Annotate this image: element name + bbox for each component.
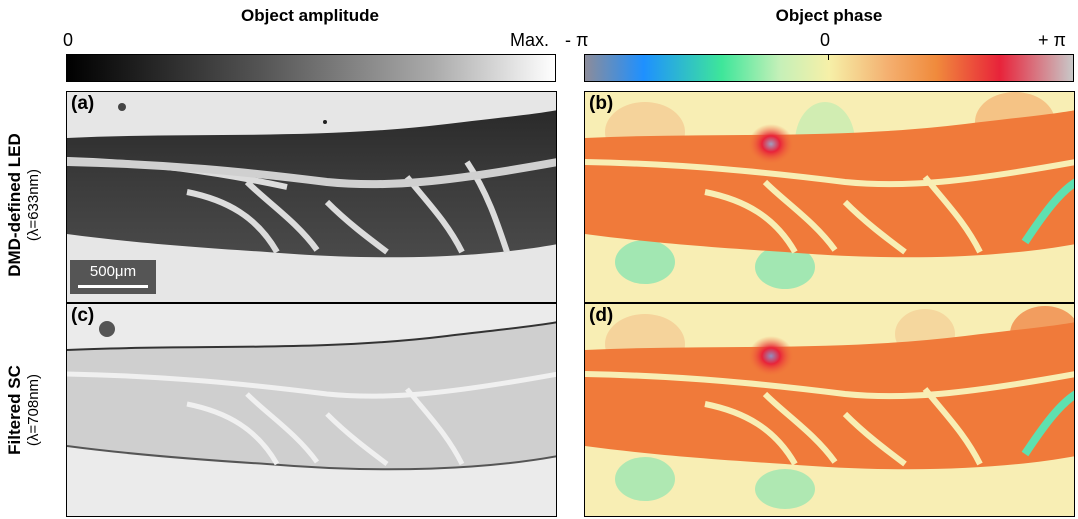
panel-d-image xyxy=(585,304,1074,516)
row-label-filtered-sc-wavelength: (λ=708nm) xyxy=(25,373,42,447)
phase-tick-mid: 0 xyxy=(820,30,831,50)
panel-d-label: (d) xyxy=(589,305,614,326)
phase-colorbar-zero-tick xyxy=(828,54,829,60)
row-label-filtered-sc: Filtered SC (λ=708nm) xyxy=(5,310,55,510)
panel-b-phase-led: (b) xyxy=(584,91,1075,303)
row-label-filtered-sc-main: Filtered SC xyxy=(5,365,24,455)
scalebar-line xyxy=(78,285,148,288)
amplitude-tick-max: Max. xyxy=(510,30,550,50)
scalebar-label: 500μm xyxy=(89,263,137,280)
phase-colorbar xyxy=(584,54,1074,82)
row-label-dmd-led-wavelength: (λ=633nm) xyxy=(25,168,42,242)
panel-b-image xyxy=(585,92,1074,302)
scalebar: 500μm xyxy=(70,260,156,294)
row-label-dmd-led: DMD-defined LED (λ=633nm) xyxy=(5,105,55,305)
phase-tick-max: + π xyxy=(1038,30,1066,50)
phase-title: Object phase xyxy=(775,6,883,25)
panel-d-phase-sc: (d) xyxy=(584,303,1075,517)
panel-b-label: (b) xyxy=(589,93,614,114)
panel-c-label: (c) xyxy=(71,305,95,326)
amplitude-title: Object amplitude xyxy=(241,6,379,25)
panel-c-amplitude-sc: (c) xyxy=(66,303,557,517)
panel-a-label: (a) xyxy=(71,93,95,114)
panel-a-amplitude-led: (a) xyxy=(66,91,557,303)
panel-a-image xyxy=(67,92,556,302)
phase-tick-min: - π xyxy=(565,30,589,50)
row-label-dmd-led-main: DMD-defined LED xyxy=(5,133,24,277)
amplitude-tick-min: 0 xyxy=(63,30,74,50)
amplitude-colorbar xyxy=(66,54,556,82)
panel-c-image xyxy=(67,304,556,516)
